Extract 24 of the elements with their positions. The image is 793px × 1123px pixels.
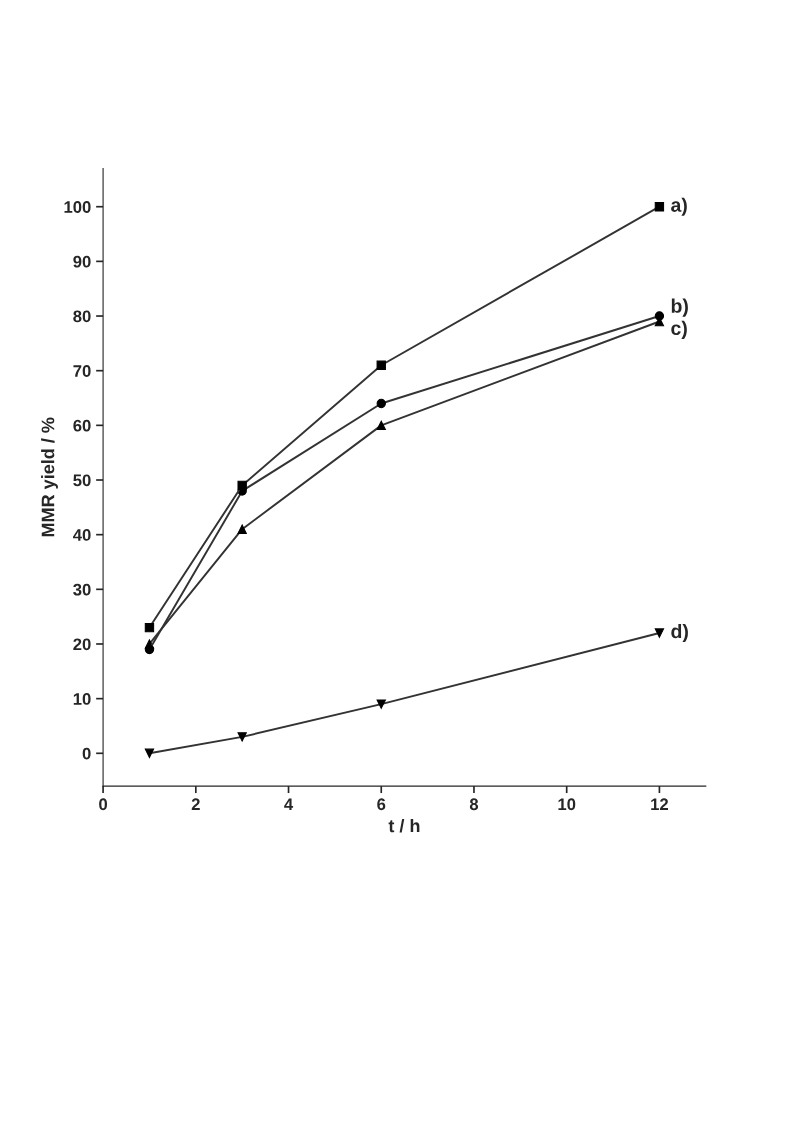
y-tick-label: 0 [82, 747, 91, 760]
y-tick-label: 90 [73, 255, 91, 268]
y-tick-label: 10 [73, 693, 91, 705]
y-tick-label: 30 [73, 583, 91, 596]
series-label: d) [671, 623, 688, 643]
x-tick-label: 12 [651, 798, 669, 810]
x-tick-label: 6 [377, 798, 386, 811]
y-tick-label: 40 [73, 529, 91, 541]
x-tick-label: 0 [99, 798, 108, 811]
x-tick-label: 10 [558, 798, 576, 811]
y-tick-label: 50 [73, 474, 91, 487]
x-tick-label: 4 [284, 798, 294, 810]
y-tick-label: 20 [73, 638, 91, 651]
series-label: b) [671, 298, 688, 317]
y-tick-label: 80 [73, 310, 91, 323]
y-axis-title: MMR yield / % [41, 417, 58, 537]
y-tick-label: 70 [73, 365, 91, 377]
x-tick-label: 8 [469, 798, 479, 811]
y-tick-label: 100 [64, 201, 91, 213]
series-label: a) [671, 197, 687, 216]
x-axis-title: t / h [388, 819, 420, 833]
x-tick-label: 2 [191, 798, 200, 810]
y-tick-label: 60 [73, 419, 91, 432]
series-label: c) [671, 320, 687, 339]
